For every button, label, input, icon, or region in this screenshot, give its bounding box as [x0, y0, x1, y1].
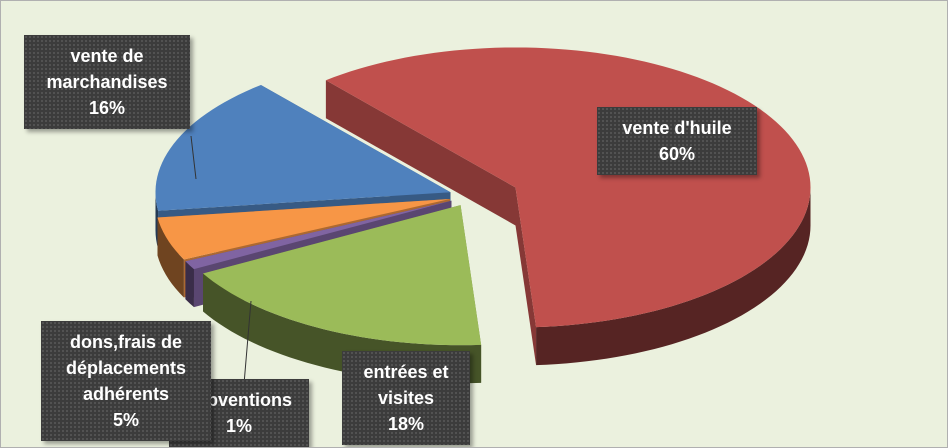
slice-side — [536, 187, 811, 366]
label-value: 5% — [112, 410, 139, 430]
label-category: entrées et visites — [363, 362, 449, 408]
data-label: vente de marchandises 16% — [24, 35, 190, 129]
label-category: vente de marchandises — [46, 46, 168, 92]
pie-slice — [157, 198, 450, 260]
pie-slice — [155, 84, 451, 211]
slice-cut-face — [325, 80, 516, 226]
pie-slice — [185, 200, 452, 270]
label-category: subventions — [185, 390, 292, 410]
slice-cut-face — [515, 187, 537, 366]
slice-side — [157, 217, 184, 298]
label-value: 18% — [387, 414, 425, 434]
label-category: dons,frais de déplacements adhérents — [65, 332, 187, 404]
label-value: 1% — [225, 416, 252, 436]
slice-side — [185, 261, 194, 308]
label-value: 60% — [658, 144, 696, 164]
data-label: vente d'huile 60% — [597, 107, 757, 175]
slice-side — [155, 192, 159, 249]
leader-line — [190, 135, 197, 180]
label-value: 16% — [88, 98, 126, 118]
label-category: vente d'huile — [622, 118, 732, 138]
data-label: entrées et visites 18% — [342, 351, 470, 445]
pie-slice — [203, 205, 482, 346]
data-label: dons,frais de déplacements adhérents 5% — [41, 321, 211, 441]
